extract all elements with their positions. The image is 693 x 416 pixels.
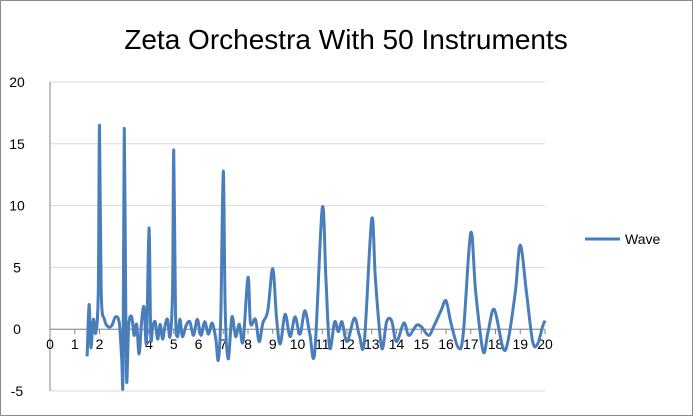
x-tick-label: 19	[512, 336, 528, 352]
legend-label-wave: Wave	[625, 231, 660, 247]
x-tick-label: 16	[438, 336, 454, 352]
x-tick-label: 13	[364, 336, 380, 352]
series-group	[85, 123, 547, 391]
y-tick-label: 0	[13, 321, 21, 337]
chart-title: Zeta Orchestra With 50 Instruments	[124, 24, 568, 55]
series-line-wave	[85, 123, 547, 391]
x-tick-label: 17	[463, 336, 479, 352]
y-tick-label: -5	[11, 383, 24, 399]
x-tick-label: 7	[219, 336, 227, 352]
x-tick-label: 15	[413, 336, 429, 352]
x-tick-label: 2	[96, 336, 104, 352]
x-tick-label: 8	[244, 336, 252, 352]
x-tick-label: 1	[71, 336, 79, 352]
x-tick-label: 6	[195, 336, 203, 352]
y-tick-label: 15	[9, 136, 25, 152]
x-tick-label: 12	[339, 336, 355, 352]
y-tick-label: 5	[13, 259, 21, 275]
x-tick-label: 10	[290, 336, 306, 352]
legend: Wave	[585, 231, 660, 247]
x-tick-label: 0	[46, 336, 54, 352]
x-tick-label: 5	[170, 336, 178, 352]
y-tick-label: 10	[9, 198, 25, 214]
x-tick-label: 14	[389, 336, 405, 352]
y-tick-label: 20	[9, 74, 25, 90]
x-tick-label: 20	[537, 336, 553, 352]
x-tick-label: 11	[315, 336, 330, 352]
x-tick-label: 4	[145, 336, 153, 352]
y-axis-ticks: -5 0 5 10 15 20	[9, 74, 25, 399]
x-tick-label: 9	[269, 336, 277, 352]
